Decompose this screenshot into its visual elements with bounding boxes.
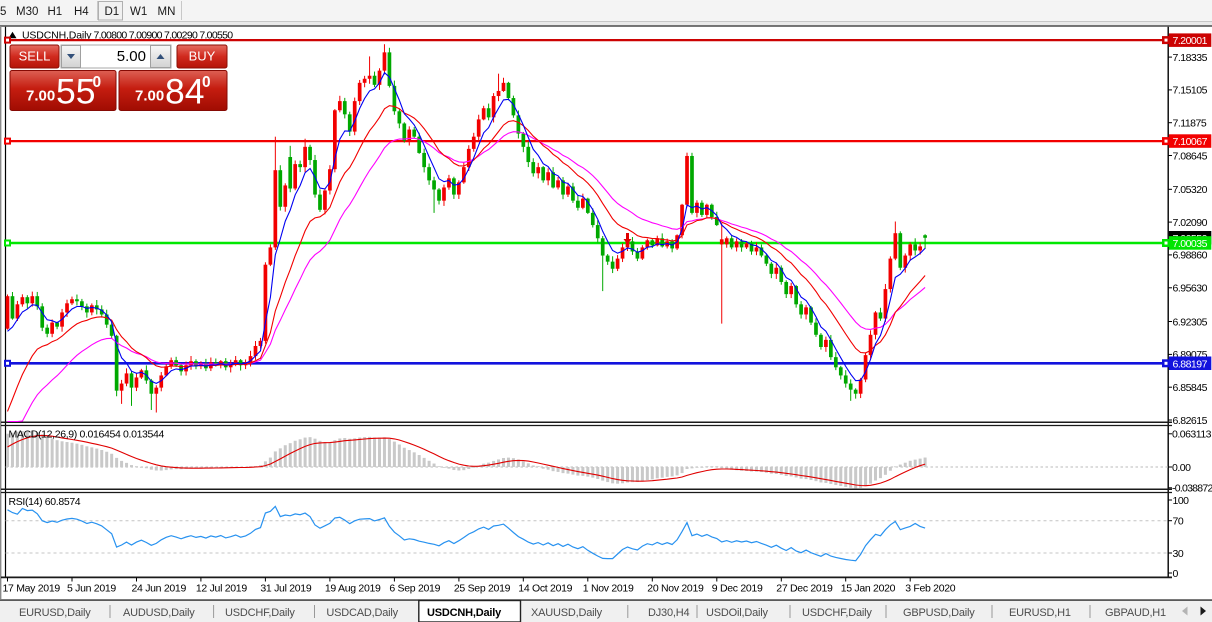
svg-text:14 Oct 2019: 14 Oct 2019: [518, 583, 572, 595]
svg-text:30: 30: [1173, 548, 1184, 560]
svg-text:31 Jul 2019: 31 Jul 2019: [260, 583, 311, 595]
svg-text:7.00: 7.00: [26, 88, 55, 105]
svg-text:USDCNH,Daily: USDCNH,Daily: [427, 607, 502, 619]
svg-text:70: 70: [1173, 516, 1184, 528]
svg-text:SELL: SELL: [19, 49, 51, 64]
svg-text:0: 0: [1173, 568, 1179, 580]
svg-text:RSI(14) 60.8574: RSI(14) 60.8574: [9, 496, 81, 508]
svg-text:0: 0: [93, 74, 102, 91]
svg-text:7.00035: 7.00035: [1173, 238, 1208, 250]
svg-text:5: 5: [0, 6, 6, 18]
svg-text:USDCNH,Daily: USDCNH,Daily: [22, 30, 92, 42]
svg-text:USDOil,Daily: USDOil,Daily: [706, 607, 768, 619]
svg-text:GBPAUD,H1: GBPAUD,H1: [1105, 607, 1166, 619]
svg-text:MN: MN: [158, 6, 176, 18]
svg-text:55: 55: [56, 72, 96, 112]
svg-text:H1: H1: [48, 6, 63, 18]
svg-text:BUY: BUY: [189, 49, 216, 64]
svg-text:25 Sep 2019: 25 Sep 2019: [454, 583, 511, 595]
svg-text:3 Feb 2020: 3 Feb 2020: [905, 583, 956, 595]
svg-text:6.92305: 6.92305: [1173, 316, 1208, 328]
svg-text:MACD(12,26,9) 0.016454 0.01354: MACD(12,26,9) 0.016454 0.013544: [9, 429, 165, 441]
svg-text:1 Nov 2019: 1 Nov 2019: [583, 583, 634, 595]
svg-text:24 Jun 2019: 24 Jun 2019: [132, 583, 187, 595]
svg-text:0: 0: [202, 74, 211, 91]
svg-text:6.82615: 6.82615: [1173, 415, 1208, 427]
svg-text:7.08645: 7.08645: [1173, 150, 1208, 162]
svg-text:GBPUSD,Daily: GBPUSD,Daily: [903, 607, 975, 619]
svg-text:6.85845: 6.85845: [1173, 382, 1208, 394]
svg-text:-0.038872: -0.038872: [1172, 483, 1212, 495]
svg-text:84: 84: [165, 72, 205, 112]
svg-text:D1: D1: [105, 6, 120, 18]
svg-text:17 May 2019: 17 May 2019: [3, 583, 61, 595]
svg-text:15 Jan 2020: 15 Jan 2020: [841, 583, 896, 595]
svg-text:7.20001: 7.20001: [1173, 35, 1208, 47]
svg-text:7.11875: 7.11875: [1173, 118, 1207, 130]
svg-text:9 Dec 2019: 9 Dec 2019: [712, 583, 763, 595]
svg-text:5 Jun 2019: 5 Jun 2019: [67, 583, 116, 595]
svg-text:7.02090: 7.02090: [1173, 217, 1208, 229]
svg-text:6.98860: 6.98860: [1173, 250, 1208, 262]
svg-text:DJ30,H4: DJ30,H4: [648, 607, 689, 619]
svg-text:6 Sep 2019: 6 Sep 2019: [389, 583, 440, 595]
svg-text:M30: M30: [16, 6, 38, 18]
svg-text:H4: H4: [74, 6, 89, 18]
svg-text:7.00: 7.00: [135, 88, 164, 105]
svg-text:100: 100: [1173, 495, 1190, 507]
svg-text:5.00: 5.00: [117, 48, 146, 65]
svg-text:7.10067: 7.10067: [1173, 136, 1208, 148]
svg-text:27 Dec 2019: 27 Dec 2019: [776, 583, 833, 595]
svg-text:EURUSD,H1: EURUSD,H1: [1009, 607, 1071, 619]
svg-text:USDCHF,Daily: USDCHF,Daily: [802, 607, 872, 619]
svg-text:6.95630: 6.95630: [1173, 283, 1208, 295]
svg-text:20 Nov 2019: 20 Nov 2019: [647, 583, 704, 595]
svg-text:0.00: 0.00: [1172, 462, 1191, 474]
svg-text:XAUUSD,Daily: XAUUSD,Daily: [531, 607, 603, 619]
svg-text:W1: W1: [130, 6, 147, 18]
svg-text:USDCHF,Daily: USDCHF,Daily: [225, 607, 295, 619]
svg-text:EURUSD,Daily: EURUSD,Daily: [19, 607, 91, 619]
svg-text:7.05320: 7.05320: [1173, 184, 1208, 196]
svg-text:19 Aug 2019: 19 Aug 2019: [325, 583, 381, 595]
svg-text:0.063113: 0.063113: [1172, 429, 1212, 441]
svg-text:7.18335: 7.18335: [1173, 52, 1208, 64]
svg-text:7.00800 7.00900 7.00290 7.0055: 7.00800 7.00900 7.00290 7.00550: [94, 30, 234, 42]
svg-text:USDCAD,Daily: USDCAD,Daily: [326, 607, 398, 619]
svg-text:6.88197: 6.88197: [1173, 358, 1208, 370]
svg-text:12 Jul 2019: 12 Jul 2019: [196, 583, 247, 595]
svg-text:AUDUSD,Daily: AUDUSD,Daily: [123, 607, 195, 619]
svg-text:7.15105: 7.15105: [1173, 85, 1208, 97]
